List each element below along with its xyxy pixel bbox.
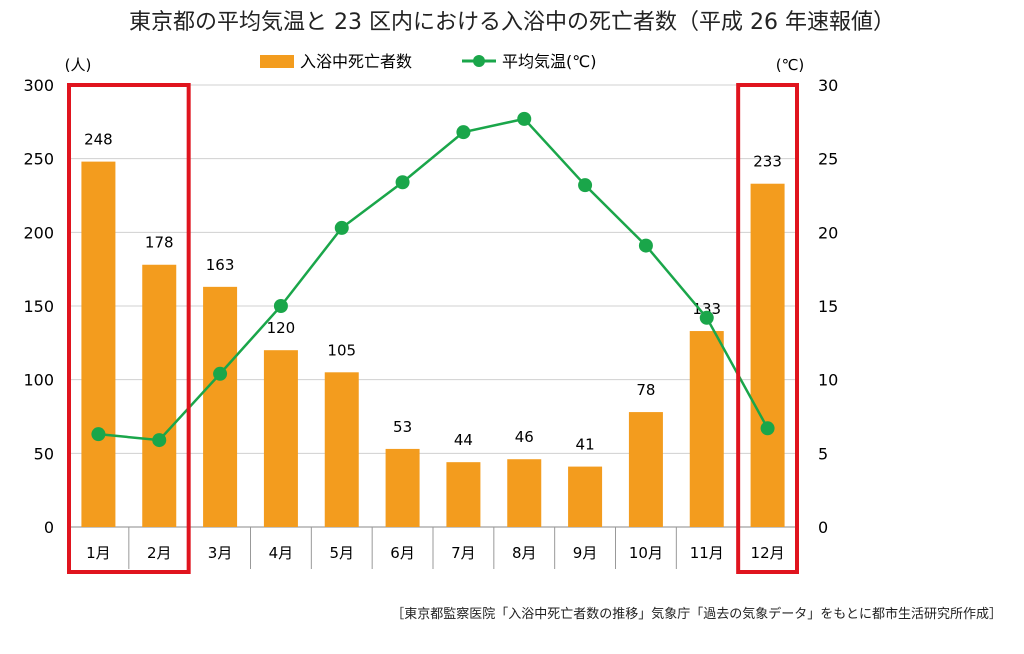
left-tick-label: 0 — [44, 518, 54, 537]
bar — [203, 286, 238, 527]
bar — [628, 412, 663, 527]
bar-data-label: 46 — [515, 428, 534, 446]
bar-data-label: 133 — [692, 300, 721, 318]
right-tick-label: 30 — [818, 76, 838, 95]
category-label: 3月 — [208, 544, 233, 562]
right-tick-label: 15 — [818, 297, 838, 316]
category-label: 9月 — [573, 544, 598, 562]
temperature-point — [638, 238, 653, 253]
category-label: 6月 — [390, 544, 415, 562]
category-label: 7月 — [451, 544, 476, 562]
left-tick-label: 300 — [23, 76, 54, 95]
bar — [689, 331, 724, 527]
bar — [324, 372, 359, 527]
left-tick-label: 200 — [23, 223, 54, 242]
temperature-line — [98, 117, 769, 442]
highlight-box — [736, 83, 800, 574]
temperature-point — [213, 366, 228, 381]
right-axis-label: (℃) — [776, 56, 805, 74]
bar — [446, 462, 481, 527]
bar — [507, 459, 542, 527]
category-label: 5月 — [329, 544, 354, 562]
right-tick-label: 25 — [818, 150, 838, 169]
temperature-point — [517, 111, 532, 126]
bar — [142, 264, 177, 527]
category-label: 11月 — [690, 544, 724, 562]
temperature-point — [760, 421, 775, 436]
bar-data-label: 248 — [84, 131, 113, 149]
bar — [568, 466, 603, 527]
source-note: ［東京都監察医院「入浴中死亡者数の推移」気象庁「過去の気象データ」をもとに都市生… — [391, 607, 1002, 622]
bar — [385, 448, 420, 527]
left-tick-label: 100 — [23, 371, 54, 390]
temperature-point — [456, 125, 471, 140]
bar-data-label: 105 — [327, 341, 356, 359]
bar-data-label: 163 — [206, 256, 235, 274]
bar-data-label: 233 — [753, 153, 782, 171]
bar — [81, 161, 116, 527]
right-tick-label: 0 — [818, 518, 828, 537]
bar-data-label: 53 — [393, 418, 412, 436]
temperature-point — [273, 299, 288, 313]
temperature-point — [699, 310, 714, 325]
temperature-point — [334, 220, 349, 235]
category-label: 12月 — [751, 544, 785, 562]
bar-data-label: 120 — [267, 319, 296, 337]
right-tick-label: 10 — [818, 371, 838, 390]
right-tick-label: 20 — [818, 223, 838, 242]
bar — [263, 350, 298, 527]
legend-bar-swatch — [260, 55, 294, 68]
bar — [750, 183, 785, 528]
category-label: 1月 — [86, 544, 111, 562]
left-axis-label: (人) — [65, 56, 92, 74]
left-tick-label: 250 — [23, 150, 54, 169]
left-tick-label: 150 — [23, 297, 54, 316]
legend-line-marker — [473, 55, 485, 67]
category-label: 8月 — [512, 544, 537, 562]
temperature-point — [152, 433, 167, 448]
legend-line-label: 平均気温(℃) — [502, 52, 596, 71]
right-tick-label: 5 — [818, 444, 828, 463]
temperature-point — [91, 427, 106, 442]
left-tick-label: 50 — [34, 444, 54, 463]
bar-data-label: 44 — [454, 431, 473, 449]
legend-bar-label: 入浴中死亡者数 — [300, 52, 412, 71]
temperature-point — [395, 175, 410, 190]
bar-data-label: 78 — [636, 381, 655, 399]
category-label: 2月 — [147, 544, 172, 562]
category-label: 10月 — [629, 544, 663, 562]
highlight-box — [67, 83, 191, 574]
temperature-point — [578, 178, 593, 193]
chart-title: 東京都の平均気温と 23 区内における入浴中の死亡者数（平成 26 年速報値） — [129, 10, 895, 35]
bar-data-label: 178 — [145, 234, 174, 252]
category-label: 4月 — [269, 544, 294, 562]
bar-data-label: 41 — [576, 436, 595, 454]
